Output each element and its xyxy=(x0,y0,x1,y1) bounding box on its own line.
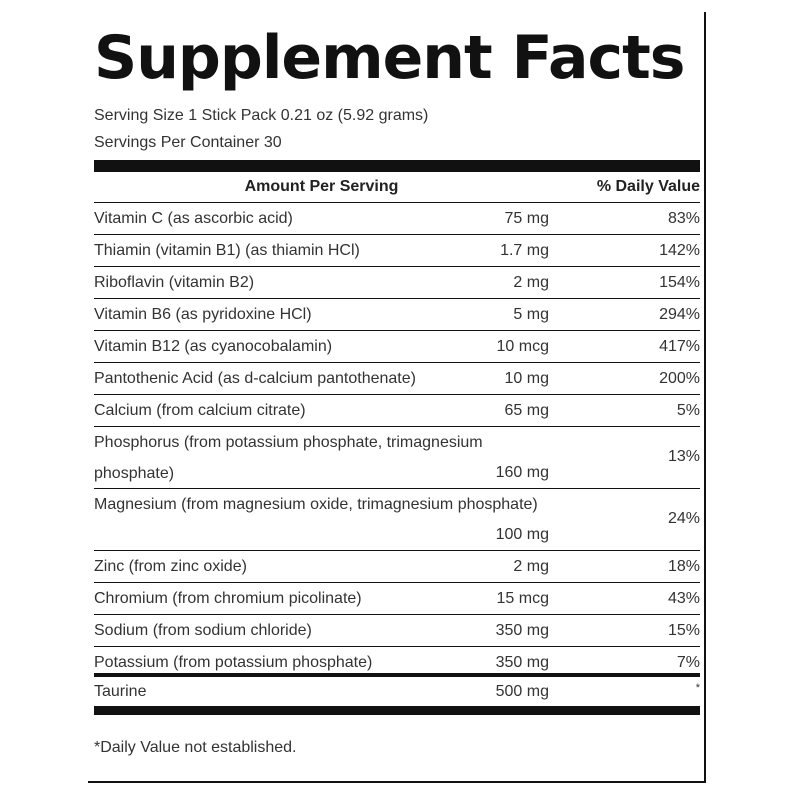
nutrient-name: Thiamin (vitamin B1) (as thiamin HCl) xyxy=(94,242,360,259)
nutrient-daily-value: 13% xyxy=(667,448,700,465)
nutrient-row-calcium: Calcium (from calcium citrate) 65 mg 5% xyxy=(94,394,700,426)
nutrient-name: Taurine xyxy=(94,683,147,700)
nutrient-name: Vitamin B6 (as pyridoxine HCl) xyxy=(94,306,312,323)
nutrient-name: Phosphorus (from potassium phosphate, tr… xyxy=(94,434,483,482)
nutrient-row-magnesium: Magnesium (from magnesium oxide, trimagn… xyxy=(94,488,700,550)
nutrient-daily-value: 43% xyxy=(667,590,700,607)
nutrient-name: Calcium (from calcium citrate) xyxy=(94,402,306,419)
nutrient-row-vitamin-c: Vitamin C (as ascorbic acid) 75 mg 83% xyxy=(94,202,700,234)
daily-value-footnote: *Daily Value not established. xyxy=(94,739,297,756)
nutrient-row-phosphorus: Phosphorus (from potassium phosphate, tr… xyxy=(94,426,700,488)
nutrient-amount: 160 mg xyxy=(495,464,549,481)
nutrient-amount: 75 mg xyxy=(504,210,549,227)
nutrient-row-thiamin: Thiamin (vitamin B1) (as thiamin HCl) 1.… xyxy=(94,234,700,266)
nutrient-table: Vitamin C (as ascorbic acid) 75 mg 83% T… xyxy=(94,202,700,678)
nutrient-name: Sodium (from sodium chloride) xyxy=(94,622,312,639)
nutrient-row-vitamin-b12: Vitamin B12 (as cyanocobalamin) 10 mcg 4… xyxy=(94,330,700,362)
nutrient-name: Chromium (from chromium picolinate) xyxy=(94,590,362,607)
top-divider-bar xyxy=(94,160,700,172)
nutrient-daily-value: * xyxy=(695,682,700,694)
nutrient-amount: 350 mg xyxy=(495,622,549,639)
nutrient-daily-value: 294% xyxy=(659,306,700,323)
nutrient-amount: 10 mcg xyxy=(496,338,549,355)
nutrient-daily-value: 5% xyxy=(676,402,700,419)
supplement-facts-panel xyxy=(88,12,706,783)
nutrient-amount: 2 mg xyxy=(513,558,549,575)
nutrient-daily-value: 7% xyxy=(676,654,700,671)
nutrient-row-vitamin-b6: Vitamin B6 (as pyridoxine HCl) 5 mg 294% xyxy=(94,298,700,330)
nutrient-name: Potassium (from potassium phosphate) xyxy=(94,654,373,671)
daily-value-heading: % Daily Value xyxy=(596,178,700,195)
table-header: Amount Per Serving % Daily Value xyxy=(94,176,700,200)
nutrient-name: Magnesium (from magnesium oxide, trimagn… xyxy=(94,496,538,513)
nutrient-daily-value: 15% xyxy=(667,622,700,639)
nutrient-row-zinc: Zinc (from zinc oxide) 2 mg 18% xyxy=(94,550,700,582)
nutrient-amount: 15 mcg xyxy=(496,590,549,607)
servings-per-container: Servings Per Container 30 xyxy=(94,134,282,151)
amount-per-serving-heading: Amount Per Serving xyxy=(244,178,399,195)
panel-title: Supplement Facts xyxy=(94,23,686,93)
nutrient-daily-value: 18% xyxy=(667,558,700,575)
nutrient-row-potassium: Potassium (from potassium phosphate) 350… xyxy=(94,646,700,678)
nutrient-name: Riboflavin (vitamin B2) xyxy=(94,274,255,291)
nutrient-row-riboflavin: Riboflavin (vitamin B2) 2 mg 154% xyxy=(94,266,700,298)
nutrient-row-pantothenic-acid: Pantothenic Acid (as d-calcium pantothen… xyxy=(94,362,700,394)
mid-divider-bar xyxy=(94,673,700,677)
nutrient-daily-value: 24% xyxy=(667,510,700,527)
nutrient-daily-value: 200% xyxy=(659,370,700,387)
bottom-divider-bar xyxy=(94,706,700,715)
nutrient-amount: 65 mg xyxy=(504,402,549,419)
nutrient-amount: 100 mg xyxy=(495,526,549,543)
nutrient-daily-value: 83% xyxy=(667,210,700,227)
nutrient-name: Vitamin B12 (as cyanocobalamin) xyxy=(94,338,333,355)
nutrient-amount: 350 mg xyxy=(495,654,549,671)
serving-size: Serving Size 1 Stick Pack 0.21 oz (5.92 … xyxy=(94,107,429,124)
nutrient-name: Zinc (from zinc oxide) xyxy=(94,558,247,575)
nutrient-name: Vitamin C (as ascorbic acid) xyxy=(94,210,293,227)
nutrient-row-taurine: Taurine 500 mg * xyxy=(94,677,700,706)
nutrient-amount: 1.7 mg xyxy=(500,242,549,259)
nutrient-amount: 500 mg xyxy=(495,683,549,700)
nutrient-name: Pantothenic Acid (as d-calcium pantothen… xyxy=(94,370,416,387)
nutrient-daily-value: 142% xyxy=(659,242,700,259)
nutrient-row-sodium: Sodium (from sodium chloride) 350 mg 15% xyxy=(94,614,700,646)
nutrient-row-chromium: Chromium (from chromium picolinate) 15 m… xyxy=(94,582,700,614)
nutrient-amount: 5 mg xyxy=(513,306,549,323)
nutrient-daily-value: 417% xyxy=(659,338,700,355)
nutrient-daily-value: 154% xyxy=(659,274,700,291)
nutrient-amount: 10 mg xyxy=(504,370,549,387)
nutrient-amount: 2 mg xyxy=(513,274,549,291)
